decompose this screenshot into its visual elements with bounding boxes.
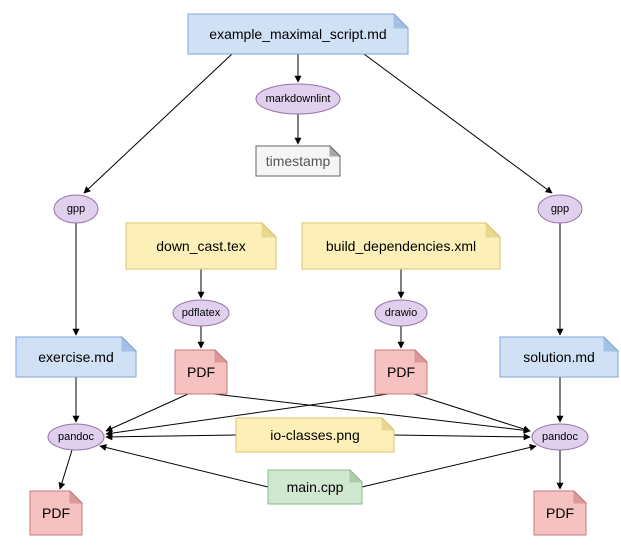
node-label: pandoc — [542, 431, 579, 443]
edge — [364, 54, 552, 193]
node-downcast: down_cast.tex — [126, 223, 276, 269]
node-label: main.cpp — [287, 479, 344, 495]
node-label: gpp — [67, 203, 85, 215]
node-pdflatex: pdflatex — [173, 300, 229, 326]
edge — [84, 54, 232, 193]
nodes-layer: example_maximal_script.md markdownlint tim… — [16, 14, 618, 535]
node-drawio: drawio — [375, 300, 427, 326]
node-gpp_left: gpp — [54, 195, 98, 223]
node-pandoc_r: pandoc — [532, 424, 588, 450]
node-pdf_left: PDF — [175, 350, 227, 394]
node-label: build_dependencies.xml — [326, 238, 476, 254]
edge — [414, 394, 530, 431]
edge — [106, 394, 188, 431]
node-pdf_right: PDF — [375, 350, 427, 394]
flowchart-diagram: example_maximal_script.md markdownlint tim… — [0, 0, 621, 551]
node-label: drawio — [385, 307, 417, 319]
node-label: pandoc — [58, 431, 95, 443]
node-pdf_br: PDF — [534, 491, 586, 535]
node-label: exercise.md — [38, 349, 113, 365]
edge — [60, 450, 72, 489]
node-label: PDF — [546, 505, 574, 521]
node-label: down_cast.tex — [156, 238, 246, 254]
node-ioclasses: io-classes.png — [236, 418, 394, 452]
node-label: solution.md — [523, 349, 595, 365]
node-builddeps: build_dependencies.xml — [302, 223, 500, 269]
node-label: markdownlint — [266, 93, 331, 105]
node-label: pdflatex — [182, 307, 221, 319]
node-label: gpp — [551, 203, 569, 215]
node-solution: solution.md — [500, 337, 618, 377]
node-pdf_bl: PDF — [30, 491, 82, 535]
node-example: example_maximal_script.md — [188, 14, 408, 54]
node-exercise: exercise.md — [16, 337, 136, 377]
node-timestamp: timestamp — [256, 146, 340, 176]
node-label: PDF — [187, 364, 215, 380]
edge — [106, 435, 236, 437]
node-label: example_maximal_script.md — [209, 26, 386, 42]
node-label: PDF — [387, 364, 415, 380]
node-markdownlint: markdownlint — [256, 84, 340, 114]
node-maincpp: main.cpp — [268, 470, 362, 504]
node-gpp_right: gpp — [538, 195, 582, 223]
edge — [394, 435, 530, 437]
node-label: PDF — [42, 505, 70, 521]
node-pandoc_l: pandoc — [48, 424, 104, 450]
node-label: io-classes.png — [270, 427, 360, 443]
node-label: timestamp — [266, 153, 331, 169]
